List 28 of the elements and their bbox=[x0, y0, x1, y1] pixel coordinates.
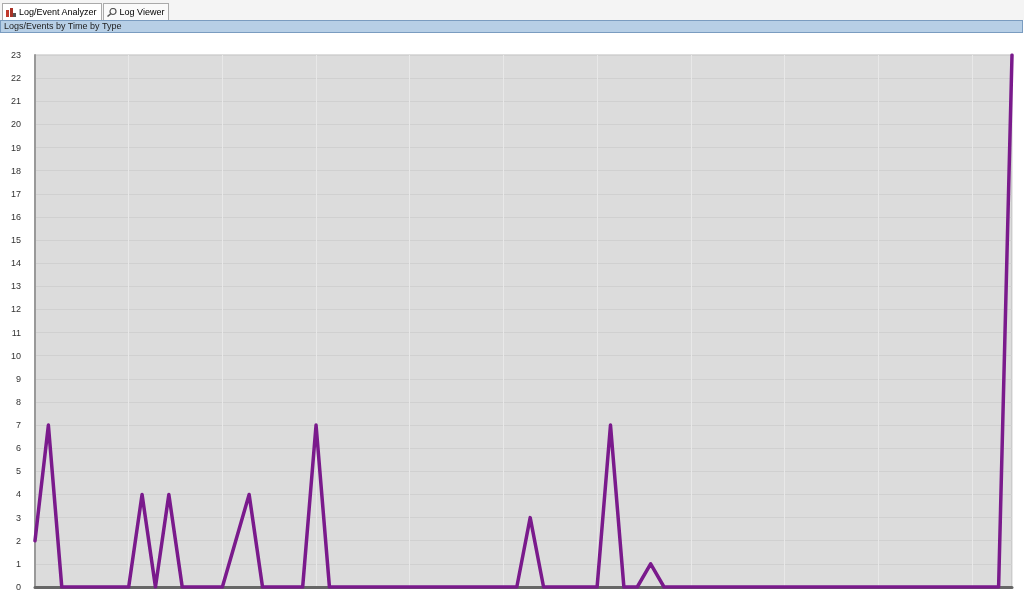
y-tick-label: 21 bbox=[10, 96, 21, 107]
y-tick-label: 15 bbox=[10, 235, 21, 246]
y-tick-label: 22 bbox=[10, 73, 21, 84]
y-tick-label: 11 bbox=[11, 327, 21, 338]
y-tick-label: 3 bbox=[15, 512, 21, 523]
y-tick-label: 17 bbox=[10, 188, 21, 199]
y-tick-label: 6 bbox=[15, 443, 21, 454]
y-tick-label: 9 bbox=[15, 373, 21, 384]
y-tick-label: 1 bbox=[15, 558, 21, 569]
y-tick-label: 0 bbox=[15, 582, 21, 592]
y-tick-label: 19 bbox=[10, 142, 21, 153]
text: Log Viewer bbox=[102, 3, 170, 20]
y-tick-label: 16 bbox=[10, 211, 21, 222]
y-tick-label: 2 bbox=[15, 535, 21, 546]
y-tick-label: 14 bbox=[10, 258, 21, 269]
y-tick-label: 5 bbox=[15, 466, 21, 477]
y-tick-label: 23 bbox=[10, 50, 21, 60]
y-tick-label: 12 bbox=[10, 304, 21, 315]
y-tick-label: 7 bbox=[15, 420, 21, 431]
y-tick-label: 8 bbox=[15, 396, 21, 407]
text: Log/Event Analyzer bbox=[2, 3, 102, 22]
y-tick-label: 13 bbox=[10, 281, 21, 292]
line-series bbox=[33, 53, 1014, 589]
chart-title: Logs/Events by Time by Type bbox=[0, 20, 1023, 33]
y-tick-label: 4 bbox=[15, 489, 21, 500]
y-tick-label: 18 bbox=[10, 165, 21, 176]
y-tick-label: 20 bbox=[10, 119, 21, 130]
y-tick-label: 10 bbox=[10, 350, 21, 361]
